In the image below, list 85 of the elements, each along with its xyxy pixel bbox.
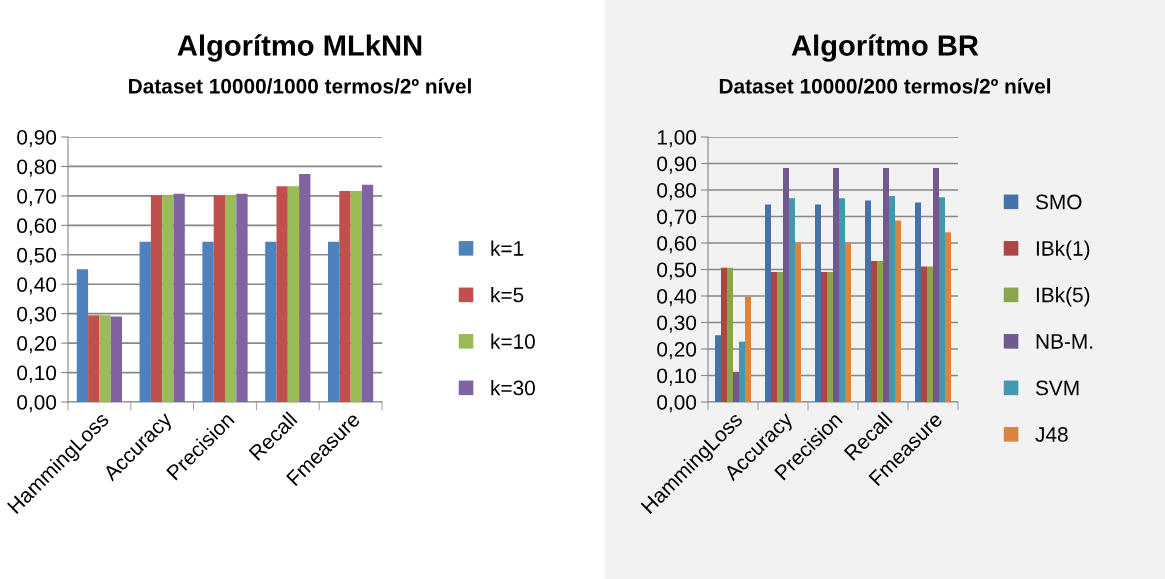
y-tick-label: 0,00: [17, 395, 57, 413]
y-tick-label: 0,50: [17, 247, 57, 265]
bar: [236, 193, 248, 402]
y-tick-label: 0,60: [657, 236, 697, 254]
y-tick-label: 0,00: [657, 395, 697, 413]
bar: [915, 202, 921, 402]
chart-title: Algorítmo MLkNN: [177, 34, 422, 62]
bar: [895, 220, 901, 402]
bar: [845, 242, 851, 402]
y-tick-label: 0,70: [657, 209, 697, 227]
bar: [88, 315, 100, 402]
bar: [202, 241, 214, 402]
bar: [939, 197, 945, 402]
y-tick-label: 0,90: [17, 130, 57, 148]
bar: [883, 168, 889, 402]
bar: [783, 168, 789, 402]
y-tick-label: 0,20: [657, 342, 697, 360]
y-tick-label: 0,10: [17, 365, 57, 383]
bar: [927, 266, 933, 402]
bar: [350, 190, 362, 402]
bar: [889, 196, 895, 402]
bar: [721, 267, 727, 402]
legend-label: NB-M.: [1036, 334, 1093, 349]
bar: [265, 241, 277, 402]
bar: [795, 242, 801, 402]
y-tick-label: 0,20: [17, 336, 57, 354]
bar: [733, 371, 739, 402]
bar: [361, 184, 374, 402]
bar: [339, 190, 351, 402]
bar: [162, 195, 174, 402]
legend-label: IBk(1): [1036, 240, 1090, 260]
bar: [865, 200, 871, 402]
bar: [833, 168, 839, 402]
bar: [99, 315, 111, 402]
bar: [871, 261, 877, 402]
y-tick-label: 0,60: [17, 218, 57, 236]
bar: [933, 168, 939, 402]
bar: [765, 204, 771, 402]
legend-label: k=30: [491, 380, 535, 396]
bar: [173, 193, 185, 402]
bar: [827, 271, 833, 402]
y-tick-label: 1,00: [657, 130, 697, 148]
y-tick-label: 0,80: [17, 159, 57, 177]
y-tick-label: 0,40: [17, 277, 57, 295]
bar: [76, 269, 89, 402]
legend-label: k=1: [491, 240, 524, 256]
chart-subtitle: Dataset 10000/1000 termos/2º nível: [129, 78, 471, 94]
y-tick-label: 0,70: [17, 188, 57, 207]
bar: [789, 198, 795, 402]
y-tick-label: 0,50: [657, 262, 697, 280]
y-tick-label: 0,30: [657, 315, 697, 333]
legend-label: k=10: [491, 333, 535, 349]
bar: [715, 335, 721, 402]
bar: [945, 232, 951, 402]
bar: [745, 296, 751, 402]
bar: [225, 195, 237, 402]
bar: [213, 195, 225, 402]
bar: [921, 266, 927, 402]
legend-label: J48: [1035, 427, 1068, 442]
bar: [771, 271, 777, 402]
bar: [287, 186, 300, 402]
bar: [727, 267, 733, 402]
bar: [110, 316, 123, 402]
y-tick-label: 0,80: [657, 183, 697, 201]
bar: [777, 271, 783, 402]
y-tick-label: 0,30: [17, 306, 57, 324]
bar: [150, 195, 163, 402]
bar: [815, 204, 821, 402]
legend-label: IBk(5): [1036, 287, 1090, 307]
bar: [821, 271, 827, 402]
y-tick-label: 0,90: [657, 156, 697, 174]
chart-title: Algorítmo BR: [791, 34, 979, 62]
y-tick-label: 0,10: [657, 368, 697, 386]
bar: [276, 186, 288, 402]
chart-subtitle: Dataset 10000/200 termos/2º nível: [719, 78, 1051, 94]
bar: [299, 174, 311, 402]
bar: [139, 241, 151, 402]
legend-label: k=5: [491, 287, 524, 303]
y-tick-label: 0,40: [657, 289, 697, 307]
bar: [327, 241, 340, 402]
legend-label: SVM: [1035, 380, 1079, 396]
legend-label: SMO: [1035, 194, 1082, 210]
bar: [877, 261, 883, 402]
bar: [839, 198, 845, 402]
bar: [739, 341, 745, 402]
